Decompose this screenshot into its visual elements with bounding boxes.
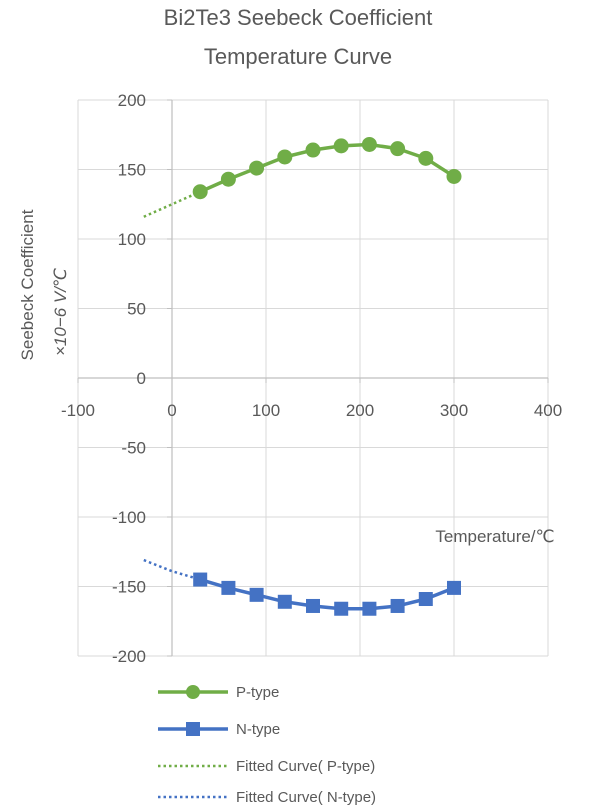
series-line: [199, 577, 455, 611]
data-point: [390, 598, 405, 613]
y-tick-label: 0: [137, 369, 146, 388]
data-point: [418, 150, 434, 166]
data-point: [249, 587, 264, 602]
y-axis-label-line-1: Seebeck Coefficient: [18, 209, 37, 360]
y-axis-label-line-2: ×10−6 V/℃: [51, 268, 70, 356]
y-tick-label: -100: [112, 508, 146, 527]
series-n-type: [193, 572, 461, 616]
data-point: [220, 171, 236, 187]
data-point: [277, 594, 292, 609]
x-tick-label: 300: [440, 401, 468, 420]
y-tick-label: -50: [121, 439, 146, 458]
data-point: [193, 572, 208, 587]
legend-label: N-type: [236, 721, 280, 738]
legend-marker: [186, 722, 200, 736]
axes: [77, 99, 549, 657]
x-tick-label: 0: [167, 401, 176, 420]
y-tick-label: 200: [118, 91, 146, 110]
legend-item: Fitted Curve( P-type): [158, 758, 375, 775]
data-point: [221, 580, 236, 595]
legend-label: Fitted Curve( P-type): [236, 758, 375, 775]
y-tick-label: 150: [118, 161, 146, 180]
data-point: [362, 601, 377, 616]
data-point: [361, 136, 377, 152]
x-tick-label: -100: [61, 401, 95, 420]
y-tick-label: 50: [127, 300, 146, 319]
data-point: [447, 580, 461, 595]
legend: P-type N-type Fitted Curve( P-type) Fitted …: [158, 684, 376, 806]
chart-title-line-2: Temperature Curve: [204, 44, 392, 69]
data-point: [249, 160, 265, 176]
series-fitted-curve-p-type-: [143, 190, 201, 218]
y-tick-label: -150: [112, 578, 146, 597]
series-layer: [143, 136, 462, 616]
x-tick-label: 100: [252, 401, 280, 420]
data-point: [390, 141, 406, 157]
series-line: [143, 190, 201, 218]
x-axis-label: Temperature/℃: [435, 527, 554, 546]
data-point: [446, 168, 462, 184]
data-point: [333, 138, 349, 154]
data-point: [305, 142, 321, 158]
y-tick-label: 100: [118, 230, 146, 249]
legend-label: Fitted Curve( N-type): [236, 789, 376, 806]
data-point: [418, 592, 433, 607]
chart-title-line-1: Bi2Te3 Seebeck Coefficient: [164, 5, 433, 30]
series-line: [199, 142, 455, 194]
x-tick-label: 400: [534, 401, 562, 420]
legend-item: Fitted Curve( N-type): [158, 789, 376, 806]
x-tick-label: 200: [346, 401, 374, 420]
legend-item: N-type: [158, 721, 280, 738]
tick-labels: 200 150 100 50 0 -50 -100 -150 -200 -100 0 100 200 30…: [61, 91, 562, 666]
data-point: [306, 598, 320, 613]
series-fitted-curve-n-type-: [143, 558, 201, 581]
legend-marker: [186, 685, 200, 699]
legend-item: P-type: [158, 684, 279, 701]
series-p-type: [192, 136, 462, 200]
series-line: [143, 558, 201, 581]
legend-label: P-type: [236, 684, 279, 701]
data-point: [334, 601, 349, 616]
data-point: [277, 149, 293, 165]
y-tick-label: -200: [112, 647, 146, 666]
